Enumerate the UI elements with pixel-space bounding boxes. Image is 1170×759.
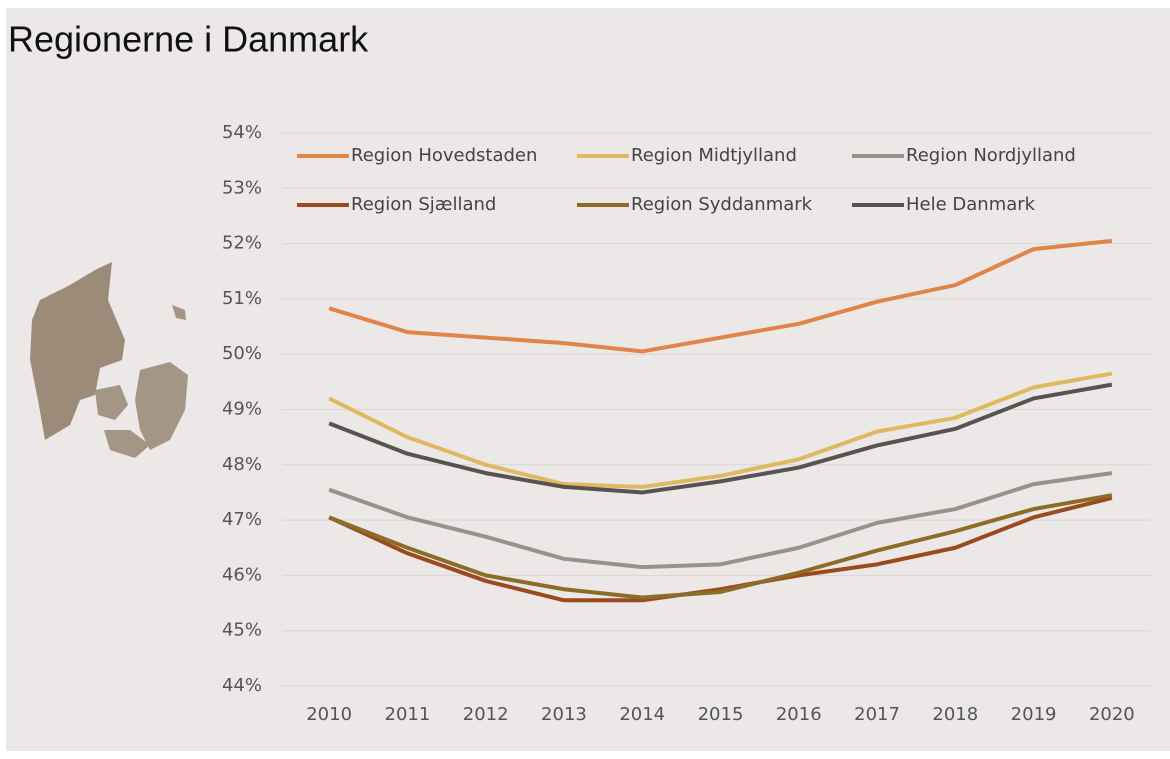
y-tick-label: 45%	[222, 620, 262, 641]
background	[6, 8, 1170, 751]
legend-label: Region Sjælland	[351, 194, 496, 215]
x-tick-label: 2016	[776, 704, 822, 725]
y-tick-label: 44%	[222, 675, 262, 696]
x-tick-label: 2015	[698, 704, 744, 725]
line	[328, 471, 1113, 570]
x-tick-label: 2018	[932, 704, 978, 725]
x-tick-label: 2014	[619, 704, 665, 725]
x-tick-label: 2020	[1089, 704, 1135, 725]
x-tick-label: 2017	[854, 704, 900, 725]
legend-label: Hele Danmark	[906, 194, 1036, 215]
legend-label: Region Midtjylland	[631, 145, 797, 166]
line	[328, 382, 1113, 495]
y-tick-label: 52%	[222, 233, 262, 254]
legend-label: Region Nordjylland	[906, 145, 1076, 166]
y-tick-label: 50%	[222, 343, 262, 364]
y-tick-label: 49%	[222, 399, 262, 420]
y-tick-label: 53%	[222, 177, 262, 198]
line	[328, 238, 1113, 354]
x-tick-label: 2019	[1011, 704, 1057, 725]
line	[328, 496, 1113, 603]
y-tick-label: 48%	[222, 454, 262, 475]
legend-label: Region Syddanmark	[631, 194, 813, 215]
x-tick-label: 2011	[385, 704, 431, 725]
x-tick-label: 2013	[541, 704, 587, 725]
x-tick-label: 2010	[306, 704, 352, 725]
y-tick-label: 47%	[222, 509, 262, 530]
y-tick-label: 51%	[222, 288, 262, 309]
line	[328, 493, 1113, 600]
x-tick-label: 2012	[463, 704, 509, 725]
map	[30, 262, 188, 458]
y-tick-label: 46%	[222, 564, 262, 585]
y-tick-label: 54%	[222, 122, 262, 143]
line	[328, 371, 1113, 489]
chart-title: Regionerne i Danmark	[8, 19, 369, 60]
legend-label: Region Hovedstaden	[351, 145, 537, 166]
